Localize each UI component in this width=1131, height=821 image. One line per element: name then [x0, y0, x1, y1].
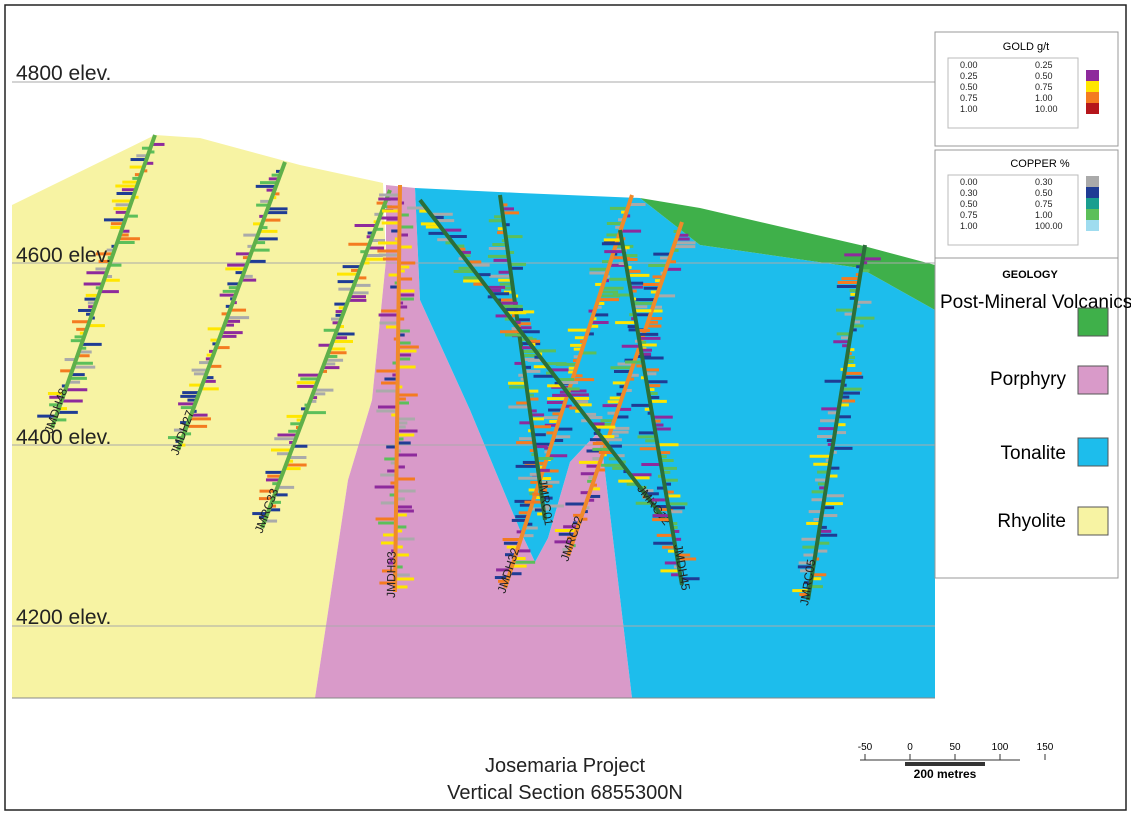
legend-color [1086, 220, 1099, 231]
legend-color [1086, 187, 1099, 198]
legend-value: 0.25 [1035, 60, 1053, 70]
legend-value: 0.50 [960, 199, 978, 209]
section-figure: JMDH48JMDH27JMRC33JMDH33JMDH32JMRC01JMRC… [0, 0, 1131, 816]
legend-value: 0.50 [1035, 71, 1053, 81]
scale-segment [905, 762, 985, 766]
legend-value: 0.50 [960, 82, 978, 92]
elevation-label: 4400 elev. [16, 426, 111, 449]
scale-tick-label: -50 [858, 742, 873, 753]
legend-color [1086, 70, 1099, 81]
geology-unit-label: Tonalite [1001, 443, 1067, 464]
legend-value: 0.75 [960, 93, 978, 103]
legend-color [1086, 176, 1099, 187]
geology-unit-label: Rhyolite [997, 511, 1066, 532]
legend-color [1086, 59, 1099, 70]
swatch [1078, 366, 1108, 394]
scale-tick-label: 50 [949, 742, 961, 753]
scale-label: 200 metres [914, 767, 977, 781]
legend-value: 10.00 [1035, 104, 1058, 114]
elevation-label: 4600 elev. [16, 244, 111, 267]
legend-color [1086, 103, 1099, 114]
swatch [1078, 507, 1108, 535]
legend-value: 0.25 [960, 71, 978, 81]
elevation-label: 4200 elev. [16, 606, 111, 629]
legend-value: 1.00 [1035, 93, 1053, 103]
legend-value: 0.30 [1035, 177, 1053, 187]
scale-tick-label: 100 [992, 742, 1009, 753]
title-line: Vertical Section 6855300N [447, 782, 683, 804]
legend-value: 0.75 [960, 210, 978, 220]
copper-legend-title: COPPER % [1010, 158, 1070, 170]
geology-unit-label: Porphyry [990, 369, 1067, 390]
legend-value: 0.00 [960, 177, 978, 187]
legend-value: 0.75 [1035, 82, 1053, 92]
swatch [1078, 308, 1108, 336]
legend-value: 0.50 [1035, 188, 1053, 198]
legend-color [1086, 209, 1099, 220]
geology-legend-title: GEOLOGY [1002, 269, 1058, 281]
elevation-label: 4800 elev. [16, 62, 111, 85]
legend-color [1086, 92, 1099, 103]
scale-tick-label: 0 [907, 742, 913, 753]
legend-value: 0.75 [1035, 199, 1053, 209]
legend-value: 0.30 [960, 188, 978, 198]
swatch [1078, 438, 1108, 466]
legend-value: 1.00 [960, 221, 978, 231]
legend-value: 1.00 [1035, 210, 1053, 220]
legend-color [1086, 81, 1099, 92]
legend-value: 0.00 [960, 60, 978, 70]
hole-label: JMDH33 [384, 551, 399, 598]
legend-value: 100.00 [1035, 221, 1063, 231]
legend-color [1086, 198, 1099, 209]
legend-value: 1.00 [960, 104, 978, 114]
title-line: Josemaria Project [485, 755, 646, 777]
scale-tick-label: 150 [1037, 742, 1054, 753]
gold-legend-title: GOLD g/t [1003, 41, 1049, 53]
